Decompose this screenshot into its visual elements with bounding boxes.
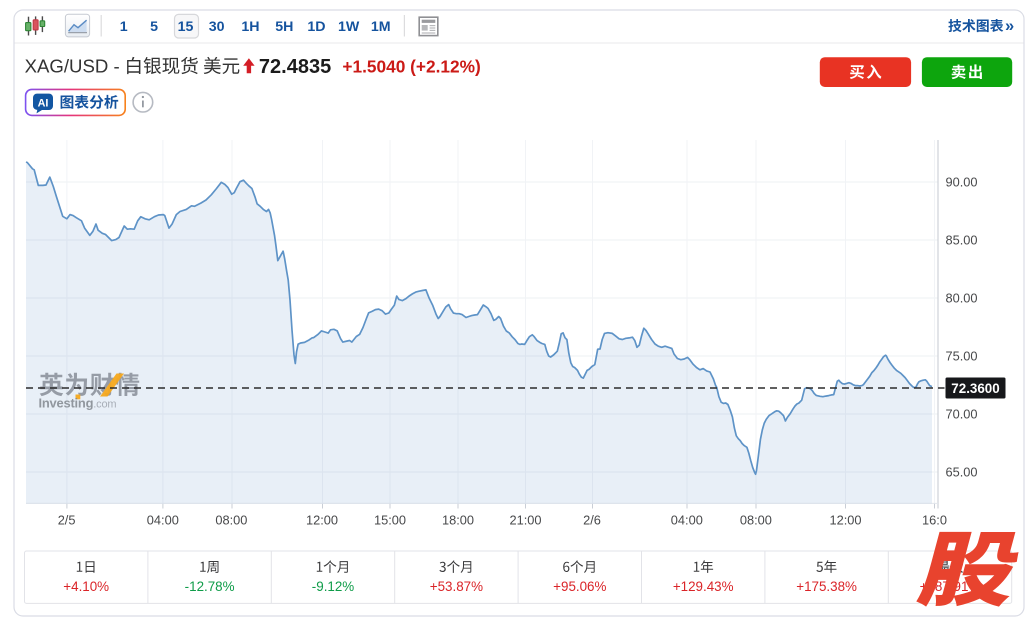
svg-text:15:00: 15:00 [374,513,406,528]
svg-text:16:0: 16:0 [922,513,947,528]
svg-text:2/5: 2/5 [58,513,76,528]
svg-text:15: 15 [178,19,194,35]
svg-text:70.00: 70.00 [946,407,978,422]
svg-text:5: 5 [150,19,158,35]
svg-text:+1.5040 (+2.12%): +1.5040 (+2.12%) [342,57,480,77]
svg-text:1: 1 [120,19,128,35]
svg-text:1H: 1H [241,19,259,35]
svg-text:1W: 1W [338,19,360,35]
svg-text:XAG/USD -: XAG/USD - [25,56,120,77]
svg-text:AI: AI [38,97,49,109]
svg-text:08:00: 08:00 [740,513,772,528]
svg-text:1M: 1M [371,19,391,35]
svg-text:»: » [1005,17,1014,35]
svg-text:+175.38%: +175.38% [796,579,857,594]
svg-text:2/6: 2/6 [583,513,601,528]
svg-text:12:00: 12:00 [306,513,338,528]
svg-text:-12.78%: -12.78% [185,579,235,594]
svg-text:04:00: 04:00 [671,513,703,528]
svg-text:+53.87%: +53.87% [430,579,483,594]
svg-text:5H: 5H [275,19,293,35]
svg-text:75.00: 75.00 [946,349,978,364]
svg-text:72.3600: 72.3600 [951,381,999,396]
svg-text:12:00: 12:00 [829,513,861,528]
svg-text:08:00: 08:00 [215,513,247,528]
svg-text:04:00: 04:00 [147,513,179,528]
svg-text:Investing.com: Investing.com [39,396,117,411]
svg-text:+129.43%: +129.43% [673,579,734,594]
svg-text:80.00: 80.00 [946,291,978,306]
svg-text:65.00: 65.00 [946,465,978,480]
svg-text:1D: 1D [307,19,325,35]
svg-text:+95.06%: +95.06% [553,579,606,594]
svg-text:90.00: 90.00 [946,175,978,190]
svg-text:72.4835: 72.4835 [259,56,331,78]
svg-text:-9.12%: -9.12% [312,579,355,594]
svg-text:18:00: 18:00 [442,513,474,528]
svg-text:21:00: 21:00 [509,513,541,528]
svg-text:85.00: 85.00 [946,233,978,248]
svg-text:30: 30 [209,19,225,35]
svg-text:+4.10%: +4.10% [63,579,109,594]
